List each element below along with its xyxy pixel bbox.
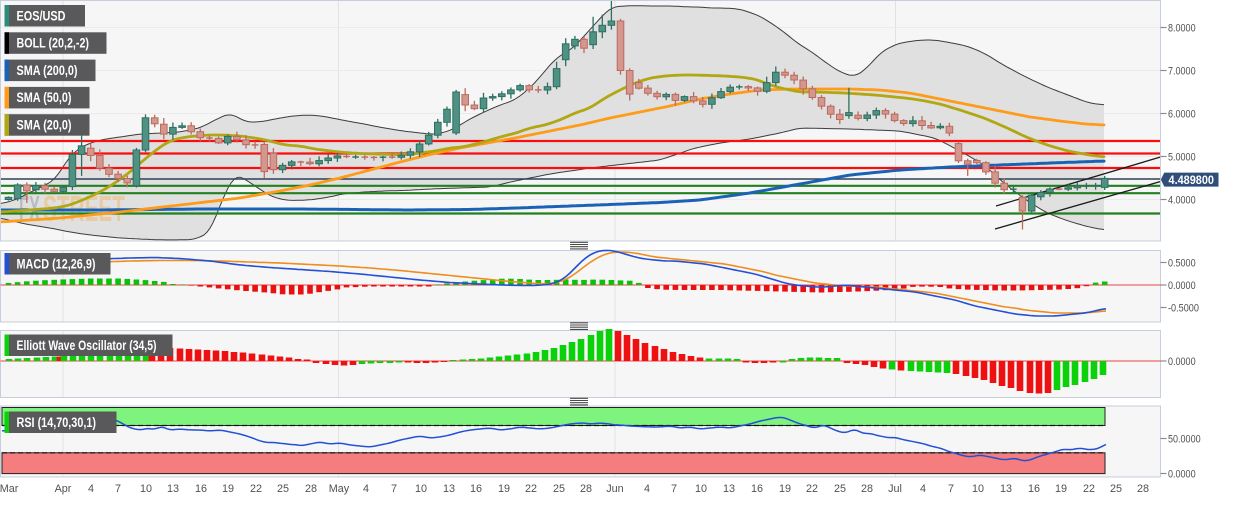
svg-text:Jul: Jul [888, 483, 902, 495]
svg-text:0.5000: 0.5000 [1168, 258, 1196, 270]
svg-text:10: 10 [415, 483, 427, 495]
svg-text:16: 16 [1028, 483, 1040, 495]
svg-text:0.0000: 0.0000 [1168, 356, 1196, 368]
svg-text:Jun: Jun [606, 483, 623, 495]
svg-text:MACD (12,26,9): MACD (12,26,9) [17, 256, 96, 271]
svg-text:10: 10 [972, 483, 984, 495]
svg-text:25: 25 [277, 483, 289, 495]
svg-text:4.0000: 4.0000 [1168, 195, 1196, 207]
svg-text:BOLL (20,2,-2): BOLL (20,2,-2) [17, 36, 90, 51]
svg-text:SMA (200,0): SMA (200,0) [17, 63, 78, 78]
svg-text:28: 28 [861, 483, 873, 495]
svg-text:0.0000: 0.0000 [1168, 280, 1196, 292]
svg-text:7: 7 [671, 483, 677, 495]
svg-text:28: 28 [580, 483, 592, 495]
svg-text:8.0000: 8.0000 [1168, 23, 1196, 35]
svg-text:19: 19 [1055, 483, 1067, 495]
svg-text:4.489800: 4.489800 [1169, 173, 1215, 187]
svg-text:25: 25 [1110, 483, 1122, 495]
svg-text:10: 10 [140, 483, 152, 495]
svg-text:EOS/USD: EOS/USD [17, 8, 66, 23]
svg-text:22: 22 [1083, 483, 1095, 495]
svg-text:4: 4 [920, 483, 926, 495]
svg-text:19: 19 [498, 483, 510, 495]
svg-text:-0.5000: -0.5000 [1168, 303, 1199, 315]
svg-text:7: 7 [391, 483, 397, 495]
svg-text:22: 22 [525, 483, 537, 495]
svg-text:13: 13 [723, 483, 735, 495]
svg-text:4: 4 [363, 483, 369, 495]
svg-text:10: 10 [695, 483, 707, 495]
svg-text:22: 22 [250, 483, 262, 495]
svg-text:Apr: Apr [55, 483, 72, 495]
svg-text:4: 4 [644, 483, 650, 495]
svg-text:25: 25 [834, 483, 846, 495]
svg-text:13: 13 [167, 483, 179, 495]
svg-text:0.0000: 0.0000 [1168, 469, 1196, 481]
svg-text:16: 16 [195, 483, 207, 495]
svg-text:16: 16 [751, 483, 763, 495]
svg-text:16: 16 [470, 483, 482, 495]
svg-text:Mar: Mar [0, 483, 19, 495]
svg-text:13: 13 [1000, 483, 1012, 495]
svg-text:7: 7 [948, 483, 954, 495]
svg-text:28: 28 [1137, 483, 1149, 495]
svg-text:4: 4 [88, 483, 94, 495]
svg-text:25: 25 [553, 483, 565, 495]
svg-text:Elliott Wave Oscillator (34,5): Elliott Wave Oscillator (34,5) [17, 338, 157, 353]
svg-text:May: May [329, 483, 350, 495]
svg-text:50.0000: 50.0000 [1168, 434, 1201, 446]
svg-text:SMA (50,0): SMA (50,0) [17, 90, 72, 105]
svg-text:SMA (20,0): SMA (20,0) [17, 118, 72, 133]
svg-text:28: 28 [305, 483, 317, 495]
svg-text:5.0000: 5.0000 [1168, 152, 1196, 164]
svg-text:19: 19 [779, 483, 791, 495]
svg-text:7.0000: 7.0000 [1168, 66, 1196, 78]
svg-text:RSI (14,70,30,1): RSI (14,70,30,1) [17, 415, 97, 430]
svg-text:7: 7 [115, 483, 121, 495]
svg-text:22: 22 [806, 483, 818, 495]
svg-text:19: 19 [222, 483, 234, 495]
svg-text:6.0000: 6.0000 [1168, 109, 1196, 121]
svg-text:13: 13 [443, 483, 455, 495]
